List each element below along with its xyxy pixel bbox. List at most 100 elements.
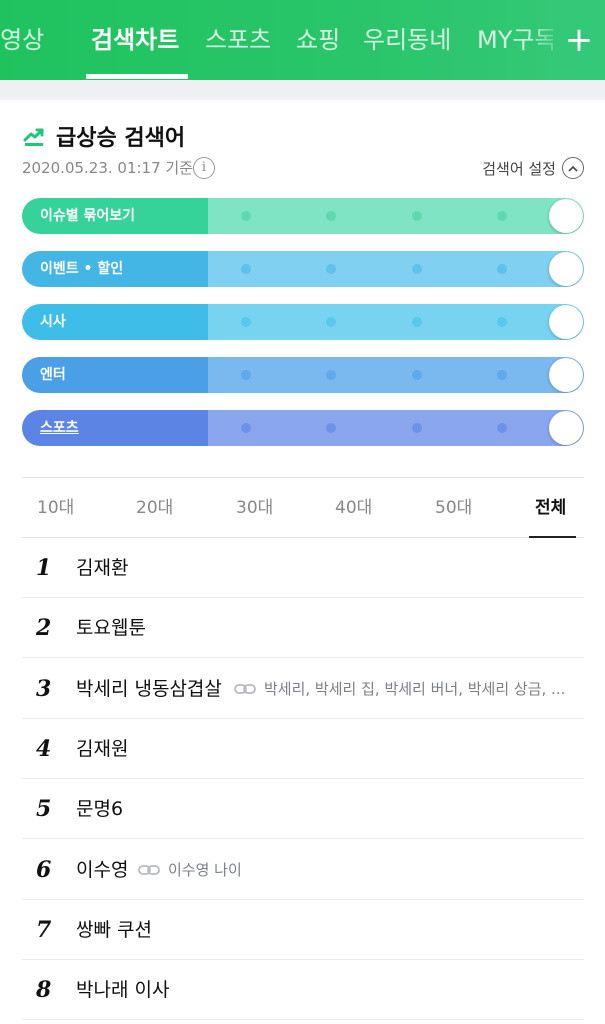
track-dot <box>326 370 336 380</box>
related-keywords[interactable]: 이수영 나이 <box>138 840 576 900</box>
ranking-row[interactable]: 7 쌍빠 쿠션 <box>22 900 584 960</box>
search-settings-button[interactable]: 검색어 설정 <box>482 156 584 180</box>
ranking-row[interactable]: 6 이수영 이수영 나이 <box>22 840 584 900</box>
rank-number: 2 <box>36 615 52 642</box>
rank-number: 4 <box>36 735 52 762</box>
toggle-label: 이슈별 묶어보기 <box>22 198 208 234</box>
age-active-indicator <box>529 536 576 538</box>
toggle-label: 엔터 <box>22 357 208 393</box>
track-dot <box>497 264 507 274</box>
track-dot <box>497 211 507 221</box>
rank-number: 8 <box>36 977 52 1004</box>
section-divider <box>0 80 605 100</box>
track-dot <box>241 370 251 380</box>
toggle-knob[interactable] <box>549 411 583 445</box>
ranking-row[interactable]: 2 토요웹툰 <box>22 598 584 659</box>
toggle-label: 시사 <box>22 304 208 340</box>
age-tab-10s[interactable]: 10대 <box>37 498 75 518</box>
ranking-row[interactable]: 5 문명6 <box>22 779 584 840</box>
age-tabs-top-divider <box>22 477 584 478</box>
track-dot <box>497 423 507 433</box>
toggle-track <box>208 251 584 287</box>
age-tab-30s[interactable]: 30대 <box>236 498 274 518</box>
age-tab-50s[interactable]: 50대 <box>435 498 473 518</box>
nav-tab-sports[interactable]: 스포츠 <box>205 26 272 54</box>
track-dot <box>412 264 422 274</box>
toggle-label-text: 이슈별 묶어보기 <box>40 208 136 224</box>
rank-number: 3 <box>36 675 52 702</box>
track-dot <box>412 423 422 433</box>
toggle-track <box>208 357 584 393</box>
nav-tab-shopping[interactable]: 쇼핑 <box>296 26 341 54</box>
rank-keyword[interactable]: 김재원 <box>76 737 129 760</box>
top-navigation: 동영상 검색차트 스포츠 쇼핑 우리동네 MY구독 + <box>0 0 605 80</box>
rank-keyword[interactable]: 이수영 <box>76 858 129 881</box>
link-icon <box>234 683 256 694</box>
track-dot <box>241 317 251 327</box>
rank-number: 6 <box>36 856 52 883</box>
nav-tab-neighborhood[interactable]: 우리동네 <box>363 26 452 54</box>
rank-number: 7 <box>36 916 52 943</box>
rank-keyword[interactable]: 쌍빠 쿠션 <box>76 918 152 941</box>
track-dot <box>241 264 251 274</box>
related-keywords[interactable]: 박세리, 박세리 집, 박세리 버너, 박세리 상금, ... <box>234 659 576 719</box>
age-tab-40s[interactable]: 40대 <box>335 498 373 518</box>
track-dot <box>326 423 336 433</box>
active-tab-indicator <box>86 74 188 79</box>
rank-keyword[interactable]: 박세리 냉동삼겹살 <box>76 677 222 700</box>
rank-keyword[interactable]: 문명6 <box>76 798 124 821</box>
track-dot <box>412 211 422 221</box>
track-dot <box>241 211 251 221</box>
ranking-row[interactable]: 3 박세리 냉동삼겹살 박세리, 박세리 집, 박세리 버너, 박세리 상금, ..… <box>22 659 584 719</box>
track-dot <box>326 211 336 221</box>
toggle-label: 이벤트 • 할인 <box>22 251 208 287</box>
info-icon[interactable]: i <box>193 157 215 179</box>
toggle-knob[interactable] <box>549 252 583 286</box>
add-tab-button[interactable]: + <box>553 0 605 80</box>
nav-tab-search-chart[interactable]: 검색차트 <box>91 26 180 54</box>
toggle-label: 스포츠 <box>22 410 208 446</box>
related-keywords-text: 박세리, 박세리 집, 박세리 버너, 박세리 상금, ... <box>264 680 566 699</box>
rank-keyword[interactable]: 박나래 이사 <box>76 979 170 1002</box>
ranking-row[interactable]: 4 김재원 <box>22 719 584 779</box>
related-keywords-text: 이수영 나이 <box>168 861 242 879</box>
track-dot <box>497 370 507 380</box>
ranking-row[interactable]: 1 김재환 <box>22 538 584 598</box>
track-dot <box>412 370 422 380</box>
toggle-label-text: 시사 <box>40 314 66 330</box>
rank-number: 5 <box>36 796 52 823</box>
rising-subline: 2020.05.23. 01:17 기준 i 검색어 설정 <box>22 156 584 180</box>
toggle-4[interactable]: 스포츠 <box>22 410 584 446</box>
track-dot <box>241 423 251 433</box>
toggle-3[interactable]: 엔터 <box>22 357 584 393</box>
nav-tab-video[interactable]: 동영상 <box>0 26 45 54</box>
chevron-up-icon <box>562 157 584 179</box>
track-dot <box>412 317 422 327</box>
toggle-2[interactable]: 시사 <box>22 304 584 340</box>
toggle-label-text: 스포츠 <box>40 420 79 436</box>
link-icon <box>138 864 160 875</box>
track-dot <box>497 317 507 327</box>
rank-keyword[interactable]: 토요웹툰 <box>76 617 146 640</box>
ranking-row[interactable]: 8 박나래 이사 <box>22 960 584 1021</box>
toggle-knob[interactable] <box>549 305 583 339</box>
toggle-knob[interactable] <box>549 358 583 392</box>
trending-chart-icon <box>23 128 44 146</box>
age-tab-20s[interactable]: 20대 <box>136 498 174 518</box>
toggle-1[interactable]: 이벤트 • 할인 <box>22 251 584 287</box>
rising-search-header: 급상승 검색어 <box>22 118 185 154</box>
toggle-0[interactable]: 이슈별 묶어보기 <box>22 198 584 234</box>
toggle-label-text: 이벤트 • 할인 <box>40 261 124 277</box>
track-dot <box>326 264 336 274</box>
toggle-track <box>208 304 584 340</box>
age-tabs-bottom-divider <box>22 537 584 538</box>
track-dot <box>326 317 336 327</box>
toggle-label-text: 엔터 <box>40 367 66 383</box>
rank-keyword[interactable]: 김재환 <box>76 557 129 579</box>
rising-search-title: 급상승 검색어 <box>56 126 186 151</box>
age-tab-all[interactable]: 전체 <box>535 498 567 518</box>
search-settings-label: 검색어 설정 <box>482 159 556 178</box>
rank-number: 1 <box>36 555 52 581</box>
toggle-knob[interactable] <box>549 199 583 233</box>
toggle-track <box>208 410 584 446</box>
